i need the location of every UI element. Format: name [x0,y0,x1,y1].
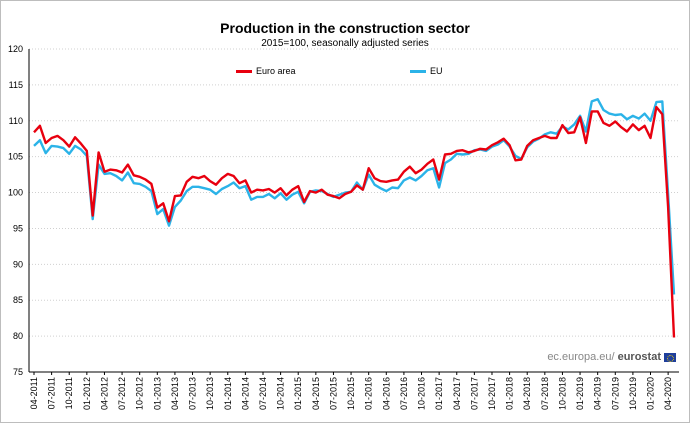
x-tick-label: 01-2014 [223,377,233,410]
x-tick-label: 07-2016 [399,377,409,410]
source-credit-brand: eurostat [617,351,661,363]
legend-label-euro-area: Euro area [256,66,296,76]
x-tick-label: 07-2014 [258,377,268,410]
series-line-euro-area [33,105,676,338]
x-tick-label: 07-2019 [610,377,620,410]
x-tick-label: 10-2014 [276,377,286,410]
y-tick-label: 95 [13,223,23,233]
x-tick-label: 04-2014 [240,377,250,410]
x-tick-label: 04-2019 [593,377,603,410]
legend-swatch-eu [410,69,426,73]
x-tick-label: 10-2011 [64,377,74,409]
x-tick-label: 04-2016 [381,377,391,410]
x-tick-label: 04-2020 [663,377,673,410]
x-tick-label: 10-2015 [346,377,356,410]
legend-item-eu: EU [410,66,443,76]
x-tick-label: 10-2012 [135,377,145,410]
x-tick-label: 01-2019 [575,377,585,410]
eu-flag-icon [664,352,676,362]
legend-item-euro-area: Euro area [236,66,296,76]
x-tick-label: 07-2012 [117,377,127,410]
x-tick-label: 01-2013 [152,377,162,410]
y-tick-label: 120 [8,44,23,54]
x-tick-label: 10-2018 [557,377,567,410]
x-tick-label: 10-2019 [628,377,638,410]
x-tick-label: 04-2018 [522,377,532,410]
x-tick-label: 01-2012 [82,377,92,410]
chart-title: Production in the construction sector [220,20,470,36]
x-tick-label: 01-2016 [364,377,374,410]
source-credit-prefix: ec.europa.eu/ [547,351,615,363]
x-tick-label: 04-2013 [170,377,180,410]
x-tick-label: 07-2015 [328,377,338,410]
y-tick-label: 80 [13,331,23,341]
y-tick-label: 75 [13,367,23,377]
x-tick-label: 04-2011 [29,377,39,409]
chart-subtitle: 2015=100, seasonally adjusted series [261,38,429,49]
x-tick-label: 07-2011 [47,377,57,409]
x-tick-label: 01-2018 [505,377,515,410]
x-tick-label: 07-2017 [469,377,479,410]
x-tick-label: 07-2013 [188,377,198,410]
y-tick-label: 90 [13,259,23,269]
y-tick-label: 105 [8,152,23,162]
x-tick-label: 01-2015 [293,377,303,410]
x-tick-label: 07-2018 [540,377,550,410]
y-tick-label: 100 [8,188,23,198]
y-tick-label: 115 [9,80,23,90]
y-tick-label: 110 [9,116,23,126]
x-tick-label: 04-2012 [99,377,109,410]
source-credit: ec.europa.eu/eurostat [547,351,676,363]
legend-label-eu: EU [430,66,443,76]
x-tick-label: 01-2020 [646,377,656,410]
series-line-eu [33,97,676,295]
x-tick-label: 04-2015 [311,377,321,410]
x-tick-label: 10-2017 [487,377,497,410]
legend-swatch-euro-area [236,69,252,73]
y-tick-label: 85 [13,295,23,305]
x-tick-label: 04-2017 [452,377,462,410]
x-tick-label: 01-2017 [434,377,444,410]
x-tick-label: 10-2013 [205,377,215,410]
x-tick-label: 10-2016 [417,377,427,410]
